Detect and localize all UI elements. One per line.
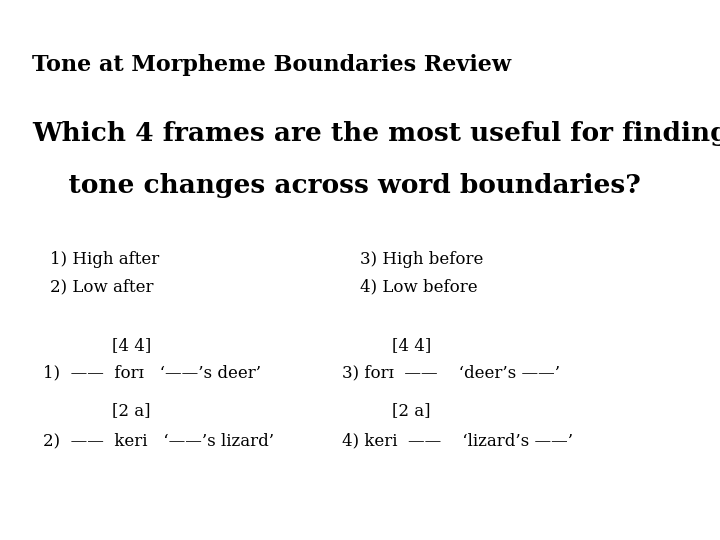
Text: 4) keri  ——    ‘lizard’s ——’: 4) keri —— ‘lizard’s ——’ xyxy=(342,432,573,449)
Text: Which 4 frames are the most useful for finding: Which 4 frames are the most useful for f… xyxy=(32,122,720,146)
Text: Tone at Morpheme Boundaries Review: Tone at Morpheme Boundaries Review xyxy=(32,54,511,76)
Text: [4 4]: [4 4] xyxy=(392,338,432,354)
Text: 3) High before: 3) High before xyxy=(360,251,483,268)
Text: 4) Low before: 4) Low before xyxy=(360,278,477,295)
Text: 3) forɪ  ——    ‘deer’s ——’: 3) forɪ —— ‘deer’s ——’ xyxy=(342,364,560,381)
Text: 1)  ——  forɪ   ‘——’s deer’: 1) —— forɪ ‘——’s deer’ xyxy=(43,364,261,381)
Text: 2)  ——  keri   ‘——’s lizard’: 2) —— keri ‘——’s lizard’ xyxy=(43,432,274,449)
Text: [2 a]: [2 a] xyxy=(392,402,431,419)
Text: [4 4]: [4 4] xyxy=(112,338,151,354)
Text: [2 a]: [2 a] xyxy=(112,402,150,419)
Text: 1) High after: 1) High after xyxy=(50,251,160,268)
Text: 2) Low after: 2) Low after xyxy=(50,278,154,295)
Text: tone changes across word boundaries?: tone changes across word boundaries? xyxy=(32,173,641,198)
